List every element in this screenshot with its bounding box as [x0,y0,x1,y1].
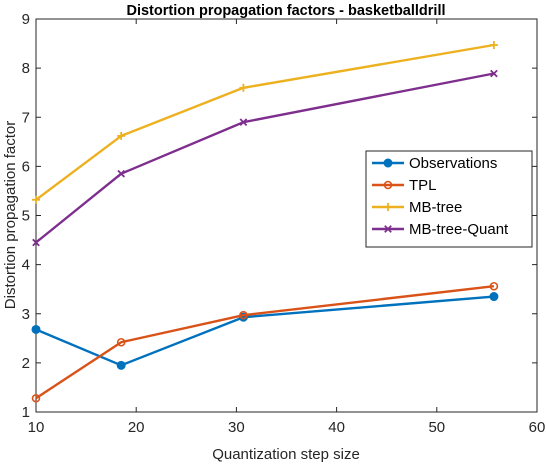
legend-label: MB-tree-Quant [409,221,509,238]
y-axis-label: Distortion propagation factor [2,121,19,309]
legend-item: TPL [372,177,437,194]
x-tick-label: 20 [128,419,145,436]
legend: Observations TPL MB-tree MB-tree-Quant [365,150,533,248]
x-tick-label: 10 [28,419,45,436]
data-point [32,238,40,247]
data-point [31,324,41,334]
y-tick-label: 8 [22,60,30,77]
data-point [489,281,499,291]
data-point [239,118,248,126]
data-point [384,225,392,233]
y-tick-label: 7 [22,109,30,126]
data-point [32,195,40,204]
data-point [117,131,126,140]
series-line [35,43,495,201]
legend-label: MB-tree [409,199,462,216]
y-tick-label: 4 [22,257,30,274]
legend-item: Observations [372,155,497,172]
series-mb-tree [32,41,498,204]
x-axis: 10 20 30 40 50 60 [28,19,546,436]
chart-title: Distortion propagation factors - basketb… [126,3,445,19]
data-point [116,337,126,347]
data-point [383,158,393,168]
data-point [31,393,41,403]
x-tick-label: 60 [529,419,546,436]
series-layer [31,41,499,403]
series-mb-tree-quant [32,69,498,247]
y-tick-label: 1 [22,404,30,421]
x-axis-label: Quantization step size [212,446,360,463]
y-tick-label: 9 [22,11,30,28]
data-point [117,169,126,178]
series-observations [31,292,499,370]
data-point [116,360,126,370]
legend-box [365,150,533,248]
legend-label: TPL [409,177,437,194]
data-point [490,69,498,78]
legend-item: MB-tree [372,199,462,216]
series-line [35,295,494,367]
y-tick-label: 5 [22,208,30,225]
x-tick-label: 40 [328,419,345,436]
y-tick-label: 2 [22,355,30,372]
y-tick-label: 6 [22,158,30,175]
data-point [384,203,392,211]
data-point [239,83,248,92]
legend-label: Observations [409,155,497,172]
series-line [35,72,495,244]
legend-item: MB-tree-Quant [372,221,509,238]
data-point [383,180,393,190]
series-tpl [31,281,499,403]
y-tick-label: 3 [22,306,30,323]
series-line [35,285,495,400]
x-tick-label: 30 [228,419,245,436]
x-tick-label: 50 [428,419,445,436]
y-axis: 1 2 3 4 5 6 7 8 9 [22,11,537,421]
data-point [489,41,498,50]
data-point [489,292,499,302]
data-point [239,310,248,320]
